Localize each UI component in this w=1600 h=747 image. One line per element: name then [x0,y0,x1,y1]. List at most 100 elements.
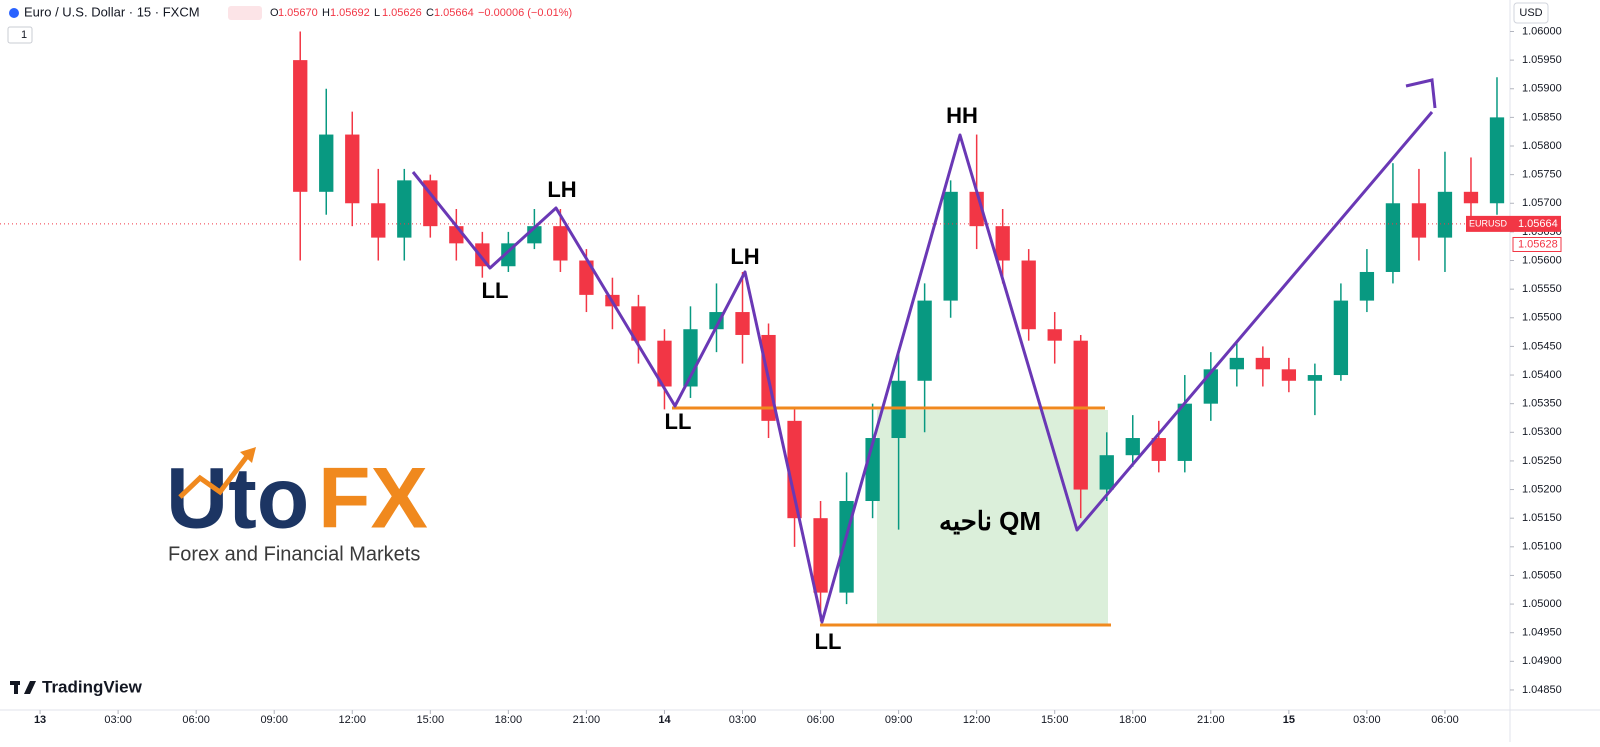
x-tick-label: 15:00 [1041,714,1069,726]
logo-arrow [240,447,256,463]
symbol-icon [9,8,19,18]
tv-icon [14,681,18,694]
x-tick-label: 18:00 [495,714,523,726]
candle-body [1229,357,1244,370]
logo-tagline: Forex and Financial Markets [168,543,420,565]
status-pill [228,6,262,20]
ohlc-label: C [426,7,434,19]
y-tick-label: 1.05100 [1522,541,1562,553]
candle-body [423,180,438,227]
pattern-label: LL [665,409,692,434]
candle-body [1099,455,1114,490]
qm-zone [877,410,1108,625]
ohlc-value: 1.05692 [330,7,370,19]
x-tick-label: 03:00 [729,714,757,726]
candle-body [735,312,750,335]
x-tick-label: 06:00 [1431,714,1459,726]
candle-body [657,340,672,387]
pattern-label: LH [730,244,759,269]
x-tick-label: 09:00 [260,714,288,726]
y-tick-label: 1.04900 [1522,655,1562,667]
x-tick-label: 06:00 [182,714,210,726]
candle-body [1333,300,1349,376]
y-tick-label: 1.05400 [1522,369,1562,381]
currency-text[interactable]: USD [1519,7,1542,19]
ohlc-row: O 1.05670 H 1.05692 L 1.05626 C 1.05664 −0.00006… [270,7,572,19]
candle-body [995,226,1010,261]
ohlc-value: 1.05626 [382,7,422,19]
candle-body [553,226,568,261]
y-tick-label: 1.05700 [1522,197,1562,209]
y-tick-label: 1.05900 [1522,83,1562,95]
pattern-label: LL [815,629,842,654]
y-tick-label: 1.05350 [1522,398,1562,410]
x-tick-label: 12:00 [963,714,991,726]
candle-body [449,226,464,244]
candle-body [1307,375,1323,381]
candle-body [397,180,412,238]
candle-body [917,300,932,381]
y-tick-label: 1.05300 [1522,426,1562,438]
zone-label: ناحیه QM [939,506,1041,536]
arrow-head [1405,78,1437,109]
x-tick-label: 14 [658,714,671,726]
price-tag-symbol: EURUSD [1469,218,1508,228]
candle-body [1359,271,1375,301]
ohlc-value: 1.05670 [278,7,318,19]
x-tick-label: 21:00 [573,714,601,726]
currency-button[interactable] [1513,2,1549,24]
logo-arrow [178,453,250,499]
candle-body [787,420,802,519]
price-tag [1466,215,1511,232]
x-tick-label: 03:00 [104,714,132,726]
candle-body [1151,438,1166,461]
y-tick-label: 1.05150 [1522,512,1562,524]
interval-badge-text: 1 [21,29,27,41]
y-tick-label: 1.05600 [1522,254,1562,266]
y-tick-label: 1.05200 [1522,483,1562,495]
candle-body [1281,369,1297,381]
candle-body [813,518,828,593]
x-tick-label: 03:00 [1353,714,1381,726]
candle-body [579,260,594,295]
watermark: TradingView [42,677,143,696]
x-tick-label: 13 [34,714,46,726]
symbol-title: Euro / U.S. Dollar · 15 · FXCM [24,4,200,19]
candle-body [293,60,308,192]
y-tick-label: 1.05800 [1522,140,1562,152]
y-tick-label: 1.05500 [1522,312,1562,324]
price-tag [1511,215,1561,232]
candle-body [1073,340,1088,490]
pattern-label: LH [547,177,576,202]
candle-body [1463,191,1479,204]
x-tick-label: 21:00 [1197,714,1225,726]
candle-body [345,134,360,204]
ohlc-change: −0.00006 (−0.01%) [478,7,572,19]
y-tick-label: 1.05750 [1522,169,1562,181]
candle-body [1047,329,1062,341]
x-tick-label: 18:00 [1119,714,1147,726]
y-tick-label: 1.06000 [1522,25,1562,37]
price-tag [1512,236,1562,252]
candle-body [1437,191,1453,238]
interval-badge [7,26,33,44]
y-tick-label: 1.05250 [1522,455,1562,467]
y-tick-label: 1.05450 [1522,340,1562,352]
candle-body [709,312,724,330]
candle-body [943,191,958,301]
y-tick-label: 1.05000 [1522,598,1562,610]
pattern-label: HH [946,103,978,128]
overlay: LL LH LH LL LL HH ناحیه QM Uto FX Forex … [7,2,1549,696]
x-tick-label: 12:00 [338,714,366,726]
y-tick-label: 1.05950 [1522,54,1562,66]
y-tick-label: 1.05850 [1522,111,1562,123]
candle-body [1255,357,1270,370]
y-tick-label: 1.05050 [1522,569,1562,581]
ohlc-value: 1.05664 [434,7,474,19]
zigzag [411,111,1434,624]
y-tick-label: 1.04850 [1522,684,1562,696]
pattern-label: LL [482,278,509,303]
candle-body [1411,203,1427,238]
tv-icon [24,681,36,694]
